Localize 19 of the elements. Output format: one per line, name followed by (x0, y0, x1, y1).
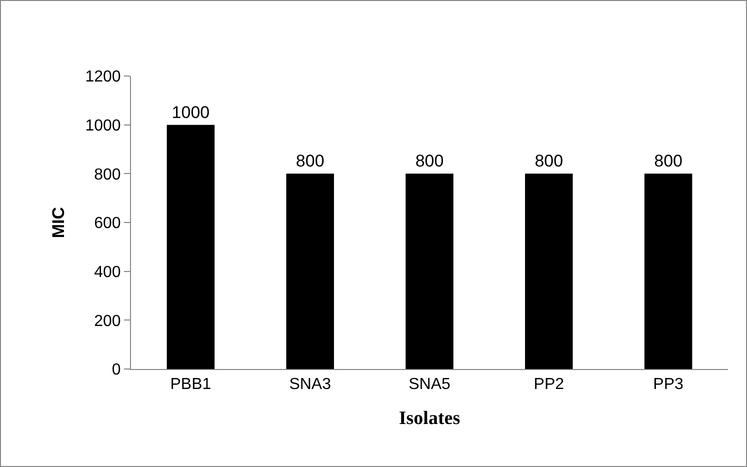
y-tick-label: 0 (112, 362, 121, 379)
data-label: 1000 (172, 102, 210, 122)
y-axis-title: MIC (48, 206, 68, 238)
data-label: 800 (415, 152, 444, 171)
y-tick-label: 600 (94, 215, 121, 232)
y-tick-label: 200 (94, 312, 121, 330)
x-axis-title: Isolates (398, 408, 460, 429)
data-label: 800 (654, 152, 682, 171)
x-tick-label: SNA5 (408, 376, 450, 394)
data-label: 800 (296, 152, 324, 171)
y-tick-label: 400 (94, 264, 121, 281)
x-tick-label: PP2 (534, 376, 564, 394)
x-tick-label: SNA3 (289, 376, 332, 394)
y-tick-label: 800 (94, 166, 121, 184)
data-label: 800 (534, 152, 564, 171)
y-tick-label: 1200 (85, 68, 121, 86)
x-tick-label: PBB1 (170, 376, 212, 394)
x-tick-label: PP3 (653, 376, 684, 394)
y-tick-label: 1000 (85, 117, 121, 134)
